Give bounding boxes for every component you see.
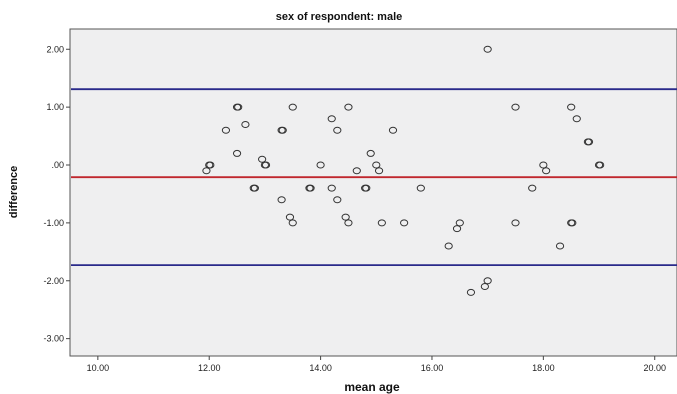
x-tick-label-5: 20.00: [643, 363, 666, 373]
x-tick-label-2: 14.00: [309, 363, 332, 373]
data-point-39: [444, 242, 453, 250]
y-axis-label: difference: [8, 166, 20, 219]
data-point-23: [327, 115, 336, 123]
data-point-3: [221, 126, 231, 134]
y-tick-label-0: 2.00: [46, 44, 64, 54]
x-tick-label-3: 16.00: [421, 363, 444, 373]
data-point-44: [483, 277, 492, 285]
data-point-21: [316, 161, 325, 169]
data-point-28: [344, 103, 353, 111]
data-point-9: [250, 184, 259, 192]
data-point-38: [416, 184, 425, 192]
data-point-55: [572, 115, 581, 123]
data-point-41: [455, 219, 464, 227]
data-point-47: [511, 219, 520, 227]
data-point-54: [568, 219, 577, 227]
data-point-29: [352, 167, 361, 175]
y-tick-label-3: -1.00: [43, 218, 64, 228]
data-point-24: [333, 126, 342, 134]
plot-area: [69, 28, 677, 357]
data-point-2: [206, 161, 215, 169]
data-point-7: [241, 120, 250, 128]
x-tick-label-4: 18.00: [532, 363, 555, 373]
data-points: [202, 45, 605, 296]
data-point-31: [362, 184, 371, 192]
data-point-18: [288, 103, 297, 111]
data-point-46: [511, 103, 520, 111]
data-point-42: [466, 288, 476, 296]
data-point-52: [567, 103, 576, 111]
data-point-35: [377, 219, 386, 227]
y-tick-label-1: 1.00: [46, 102, 64, 112]
data-point-17: [288, 219, 297, 227]
data-point-15: [277, 196, 286, 204]
data-point-27: [344, 219, 353, 227]
data-point-12: [261, 161, 271, 169]
data-point-32: [366, 149, 375, 157]
data-point-50: [542, 167, 551, 175]
y-tick-label-5: -3.00: [43, 334, 64, 344]
x-axis-ticks: 10.00 12.00 14.00 16.00 18.00 20.00: [87, 356, 666, 373]
data-point-20: [306, 184, 315, 192]
data-point-5: [234, 103, 243, 111]
data-point-22: [327, 184, 336, 192]
chart-title: sex of respondent: male: [276, 11, 403, 23]
y-tick-label-4: -2.00: [43, 276, 64, 286]
y-axis-ticks: 2.00 1.00 .00 -1.00 -2.00 -3.00: [43, 44, 70, 344]
data-point-48: [528, 184, 537, 192]
data-point-34: [374, 167, 384, 175]
data-point-36: [388, 126, 398, 134]
data-point-37: [400, 219, 409, 227]
x-axis-label: mean age: [344, 380, 400, 394]
data-point-6: [232, 149, 242, 157]
x-tick-label-1: 12.00: [198, 363, 221, 373]
data-point-51: [555, 242, 565, 250]
data-point-14: [278, 126, 287, 134]
data-point-45: [483, 45, 492, 53]
x-tick-label-0: 10.00: [87, 363, 110, 373]
data-point-59: [596, 161, 605, 169]
reference-lines: [71, 88, 677, 267]
data-point-57: [584, 138, 594, 146]
y-tick-label-2: .00: [51, 160, 64, 170]
data-point-25: [333, 196, 342, 204]
